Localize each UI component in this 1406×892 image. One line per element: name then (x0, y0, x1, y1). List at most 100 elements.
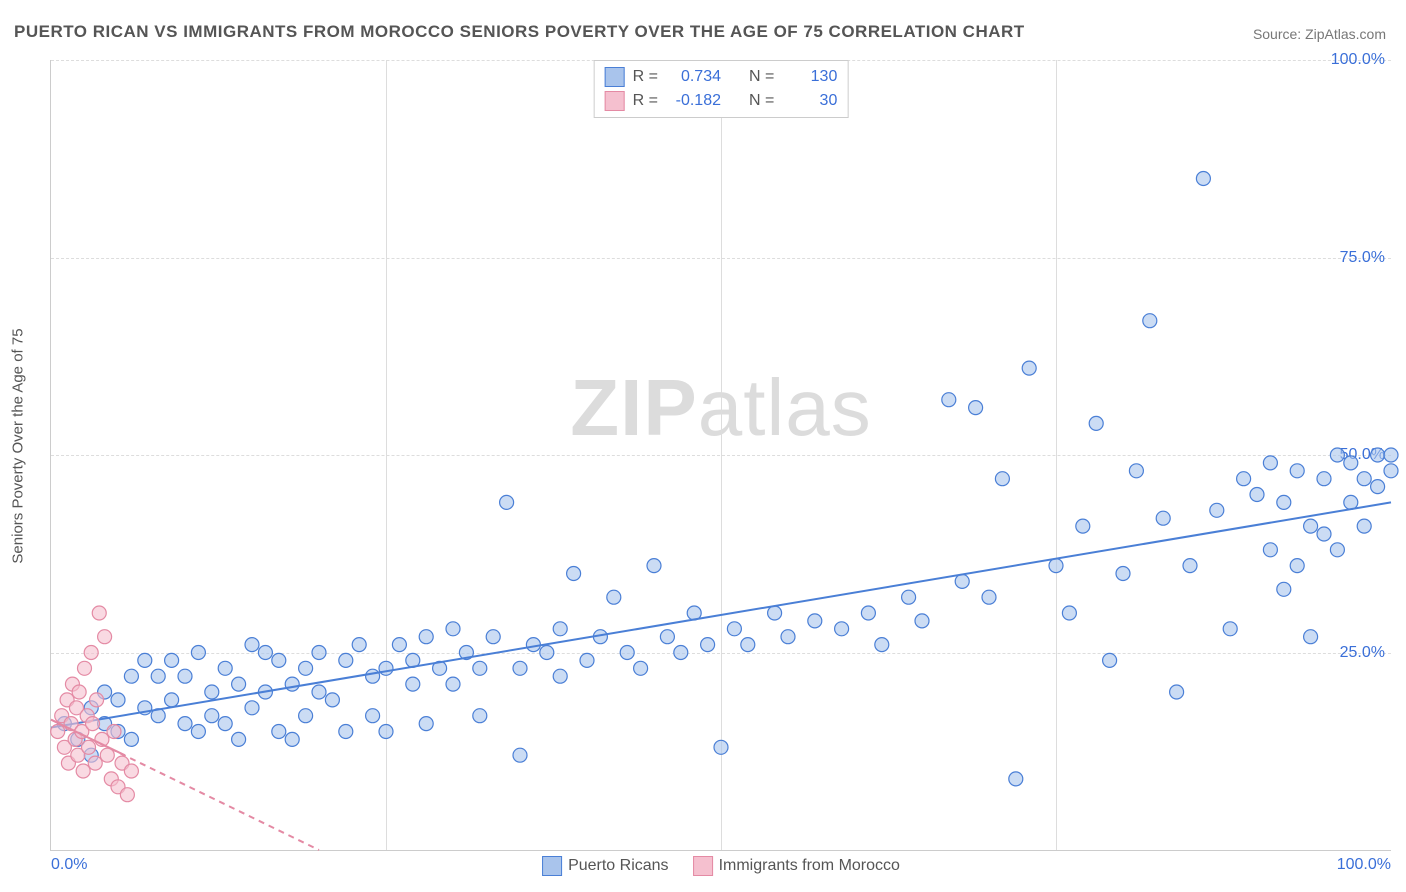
data-point (88, 756, 102, 770)
data-point (245, 638, 259, 652)
data-point (379, 725, 393, 739)
chart-container: PUERTO RICAN VS IMMIGRANTS FROM MOROCCO … (0, 0, 1406, 892)
n-label-1: N = (749, 65, 774, 89)
r-label-1: R = (633, 65, 658, 89)
legend-label-2: Immigrants from Morocco (719, 857, 900, 875)
data-point (781, 630, 795, 644)
data-point (1290, 464, 1304, 478)
legend-label-1: Puerto Ricans (568, 857, 669, 875)
data-point (366, 709, 380, 723)
data-point (84, 646, 98, 660)
chart-title: PUERTO RICAN VS IMMIGRANTS FROM MOROCCO … (14, 22, 1025, 42)
data-point (86, 717, 100, 731)
data-point (1304, 630, 1318, 644)
data-point (92, 606, 106, 620)
data-point (325, 693, 339, 707)
data-point (107, 725, 121, 739)
data-point (165, 653, 179, 667)
data-point (1210, 503, 1224, 517)
data-point (82, 740, 96, 754)
n-value-2: 30 (782, 89, 837, 113)
data-point (178, 717, 192, 731)
data-point (553, 669, 567, 683)
legend: Puerto Ricans Immigrants from Morocco (542, 856, 900, 876)
data-point (473, 661, 487, 675)
data-point (1009, 772, 1023, 786)
data-point (1263, 543, 1277, 557)
data-point (419, 717, 433, 731)
data-point (72, 685, 86, 699)
data-point (1384, 464, 1398, 478)
data-point (76, 764, 90, 778)
data-point (446, 677, 460, 691)
data-point (1263, 456, 1277, 470)
swatch-series-2 (605, 91, 625, 111)
data-point (178, 669, 192, 683)
data-point (768, 606, 782, 620)
data-point (660, 630, 674, 644)
r-value-2: -0.182 (666, 89, 721, 113)
data-point (1384, 448, 1398, 462)
data-point (218, 661, 232, 675)
legend-item-2: Immigrants from Morocco (693, 856, 900, 876)
scatter-svg (51, 60, 1391, 850)
data-point (553, 622, 567, 636)
data-point (285, 732, 299, 746)
data-point (138, 653, 152, 667)
data-point (352, 638, 366, 652)
data-point (634, 661, 648, 675)
data-point (473, 709, 487, 723)
n-label-2: N = (749, 89, 774, 113)
data-point (500, 495, 514, 509)
data-point (647, 559, 661, 573)
data-point (1357, 519, 1371, 533)
data-point (701, 638, 715, 652)
data-point (620, 646, 634, 660)
data-point (285, 677, 299, 691)
data-point (727, 622, 741, 636)
data-point (124, 764, 138, 778)
data-point (299, 661, 313, 675)
data-point (258, 646, 272, 660)
data-point (808, 614, 822, 628)
data-point (124, 732, 138, 746)
data-point (245, 701, 259, 715)
data-point (1277, 495, 1291, 509)
data-point (567, 567, 581, 581)
data-point (205, 709, 219, 723)
y-axis-label: Seniors Poverty Over the Age of 75 (10, 328, 27, 563)
data-point (995, 472, 1009, 486)
data-point (51, 725, 65, 739)
data-point (1170, 685, 1184, 699)
data-point (1290, 559, 1304, 573)
stats-row-1: R = 0.734 N = 130 (605, 65, 838, 89)
data-point (714, 740, 728, 754)
data-point (1129, 464, 1143, 478)
data-point (1250, 488, 1264, 502)
data-point (902, 590, 916, 604)
data-point (1357, 472, 1371, 486)
data-point (312, 685, 326, 699)
data-point (513, 661, 527, 675)
data-point (1143, 314, 1157, 328)
data-point (674, 646, 688, 660)
data-point (1330, 448, 1344, 462)
r-label-2: R = (633, 89, 658, 113)
data-point (191, 646, 205, 660)
plot-area: ZIPatlas 25.0%50.0%75.0%100.0% 0.0%100.0… (50, 60, 1391, 851)
legend-item-1: Puerto Ricans (542, 856, 669, 876)
data-point (446, 622, 460, 636)
data-point (861, 606, 875, 620)
data-point (1223, 622, 1237, 636)
data-point (1049, 559, 1063, 573)
r-value-1: 0.734 (666, 65, 721, 89)
data-point (607, 590, 621, 604)
legend-swatch-2 (693, 856, 713, 876)
data-point (1317, 472, 1331, 486)
data-point (915, 614, 929, 628)
data-point (232, 732, 246, 746)
data-point (1237, 472, 1251, 486)
data-point (339, 653, 353, 667)
data-point (1196, 172, 1210, 186)
source-label: Source: ZipAtlas.com (1253, 26, 1386, 42)
